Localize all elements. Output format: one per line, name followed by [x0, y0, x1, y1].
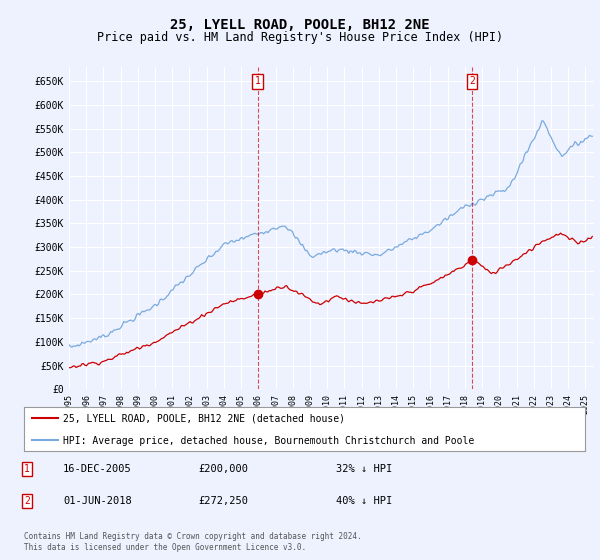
Text: 32% ↓ HPI: 32% ↓ HPI	[336, 464, 392, 474]
Text: 25, LYELL ROAD, POOLE, BH12 2NE: 25, LYELL ROAD, POOLE, BH12 2NE	[170, 18, 430, 32]
Text: Contains HM Land Registry data © Crown copyright and database right 2024.
This d: Contains HM Land Registry data © Crown c…	[24, 532, 362, 552]
Text: 01-JUN-2018: 01-JUN-2018	[63, 496, 132, 506]
Text: 1: 1	[24, 464, 30, 474]
Text: Price paid vs. HM Land Registry's House Price Index (HPI): Price paid vs. HM Land Registry's House …	[97, 31, 503, 44]
Text: 16-DEC-2005: 16-DEC-2005	[63, 464, 132, 474]
Text: HPI: Average price, detached house, Bournemouth Christchurch and Poole: HPI: Average price, detached house, Bour…	[63, 436, 475, 446]
Text: 2: 2	[469, 76, 475, 86]
Text: £200,000: £200,000	[198, 464, 248, 474]
Text: 2: 2	[24, 496, 30, 506]
Text: 25, LYELL ROAD, POOLE, BH12 2NE (detached house): 25, LYELL ROAD, POOLE, BH12 2NE (detache…	[63, 414, 345, 424]
Text: £272,250: £272,250	[198, 496, 248, 506]
Text: 1: 1	[255, 76, 260, 86]
Text: 40% ↓ HPI: 40% ↓ HPI	[336, 496, 392, 506]
